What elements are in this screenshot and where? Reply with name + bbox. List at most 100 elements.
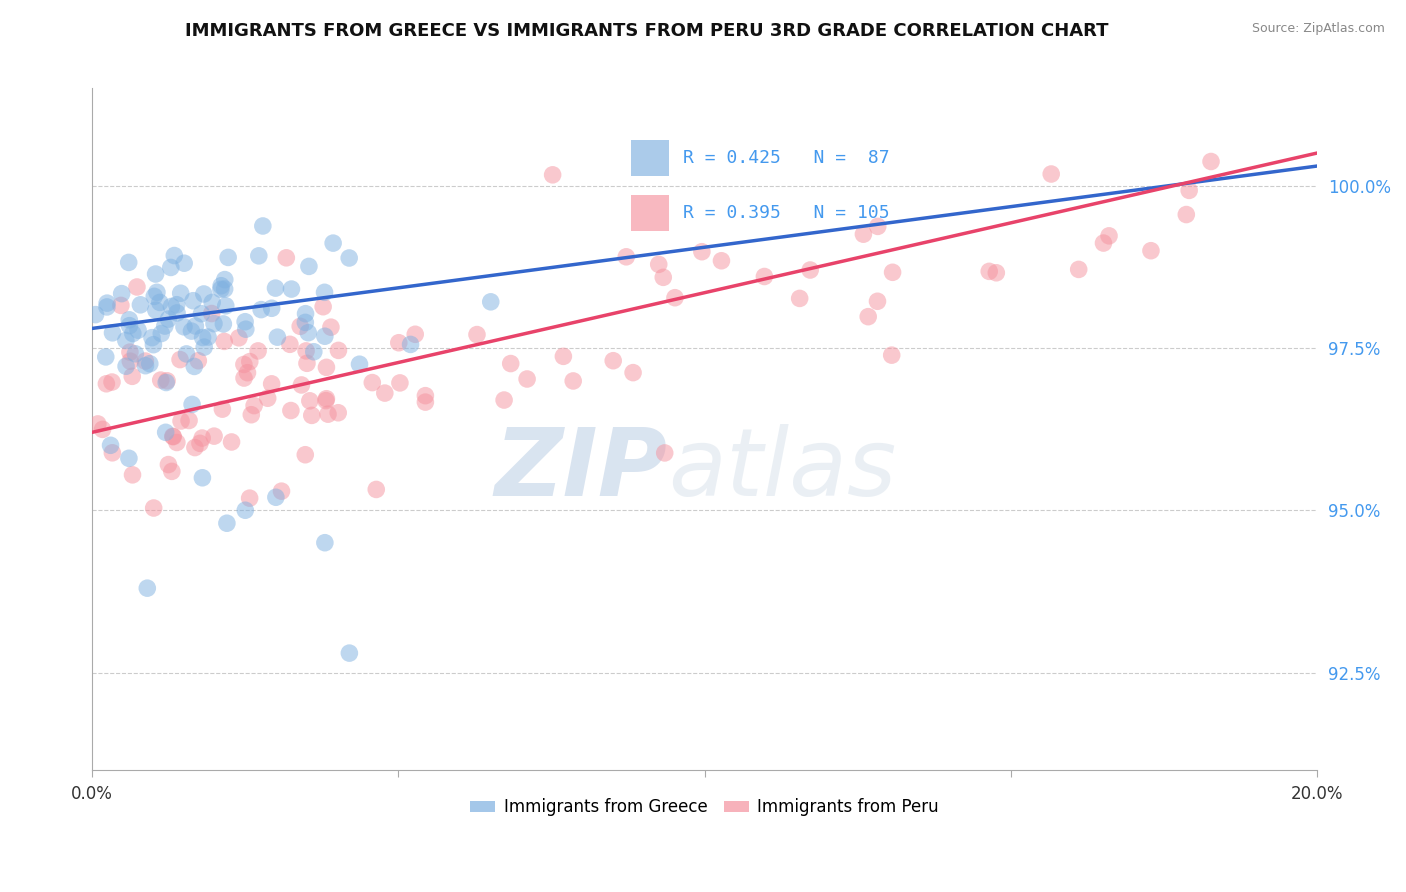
Point — [101, 326, 124, 340]
Point — [176, 347, 198, 361]
Point — [191, 330, 214, 344]
Point — [276, 251, 298, 265]
Point — [294, 448, 316, 462]
Point — [328, 343, 350, 358]
Point — [256, 391, 278, 405]
Point — [404, 327, 426, 342]
Point — [280, 403, 302, 417]
Point — [180, 324, 202, 338]
Point — [499, 357, 522, 371]
Point — [799, 263, 821, 277]
Point — [139, 357, 162, 371]
Point — [101, 375, 124, 389]
Point — [648, 257, 671, 271]
Point — [297, 326, 319, 340]
Point — [215, 516, 238, 531]
Point — [118, 345, 141, 359]
Point — [1098, 228, 1121, 243]
Point — [118, 313, 141, 327]
Point — [260, 301, 283, 316]
Point — [125, 280, 148, 294]
Point — [266, 330, 288, 344]
Point — [415, 395, 437, 409]
Point — [212, 317, 235, 331]
Point — [301, 409, 323, 423]
Point — [1199, 154, 1222, 169]
Point — [96, 300, 118, 314]
Point — [121, 467, 143, 482]
Point — [214, 282, 236, 296]
Point — [880, 348, 903, 362]
Point — [212, 334, 235, 349]
Point — [202, 429, 225, 443]
Point — [96, 296, 118, 310]
Point — [328, 406, 350, 420]
Point — [290, 378, 312, 392]
Point — [366, 483, 388, 497]
Point — [322, 236, 344, 251]
Point — [621, 366, 644, 380]
Point — [150, 326, 173, 341]
Point — [278, 337, 301, 351]
Point — [202, 317, 225, 331]
Point — [181, 397, 204, 411]
Point — [260, 376, 283, 391]
Point — [170, 414, 193, 428]
Point — [191, 471, 214, 485]
Point — [162, 429, 184, 443]
Point — [127, 323, 149, 337]
Point — [541, 168, 564, 182]
Point — [465, 327, 488, 342]
Point — [754, 269, 776, 284]
Point — [157, 458, 180, 472]
Point — [118, 451, 141, 466]
Point — [162, 430, 184, 444]
Point — [233, 503, 256, 517]
Point — [415, 389, 437, 403]
Point — [120, 354, 142, 368]
Point — [146, 285, 169, 300]
Point — [235, 322, 257, 336]
Point — [84, 308, 107, 322]
Point — [201, 306, 224, 320]
Point — [184, 441, 207, 455]
Point — [221, 434, 243, 449]
Point — [155, 425, 177, 440]
Point — [314, 285, 336, 300]
Point — [121, 326, 143, 341]
Point — [252, 219, 274, 233]
Point — [979, 264, 1001, 278]
Point — [211, 402, 233, 417]
Point — [247, 343, 270, 358]
Point — [479, 294, 502, 309]
Point — [111, 286, 134, 301]
Point — [181, 293, 204, 308]
Point — [264, 281, 287, 295]
Point — [118, 255, 141, 269]
Point — [166, 435, 188, 450]
Text: ZIP: ZIP — [495, 424, 668, 516]
Point — [94, 350, 117, 364]
Point — [858, 310, 880, 324]
Point — [157, 312, 180, 326]
Point — [250, 302, 273, 317]
Point — [142, 501, 165, 516]
Legend: Immigrants from Greece, Immigrants from Peru: Immigrants from Greece, Immigrants from … — [464, 792, 946, 823]
Point — [166, 298, 188, 312]
Point — [319, 320, 342, 334]
Point — [374, 386, 396, 401]
Point — [789, 292, 811, 306]
Point — [145, 303, 167, 318]
Point — [388, 376, 411, 390]
Point — [236, 366, 259, 380]
Point — [298, 260, 321, 274]
Point — [121, 369, 143, 384]
Point — [315, 393, 337, 408]
Point — [187, 353, 209, 368]
Point — [214, 272, 236, 286]
Point — [314, 329, 336, 343]
Point — [118, 318, 141, 333]
Point — [349, 357, 371, 371]
Point — [233, 371, 256, 385]
Point — [1140, 244, 1163, 258]
